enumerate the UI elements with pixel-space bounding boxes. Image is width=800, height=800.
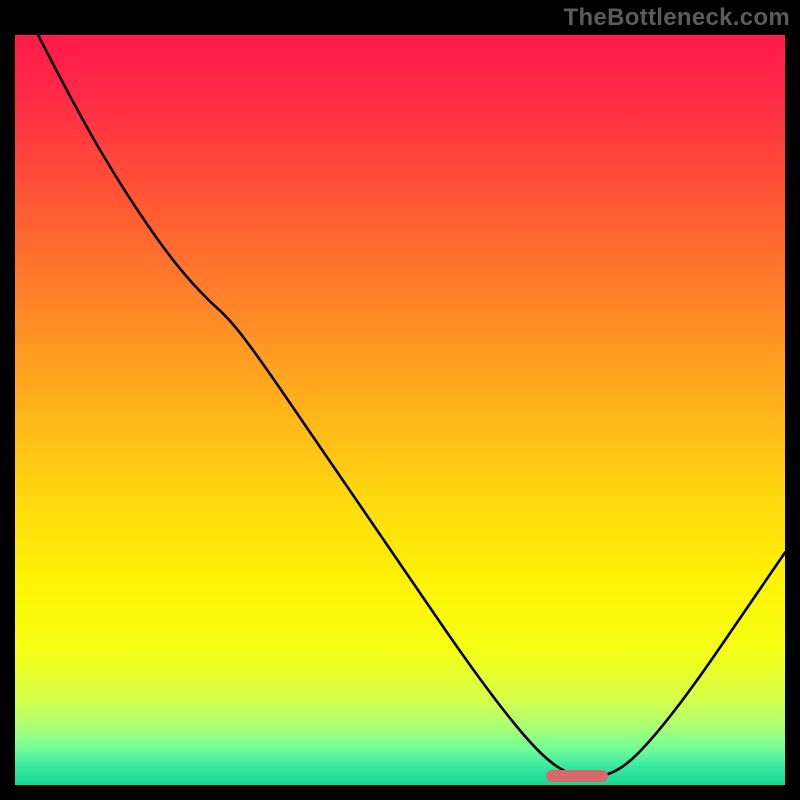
chart-container: TheBottleneck.com bbox=[0, 0, 800, 800]
curve-layer bbox=[15, 35, 785, 785]
plot-area bbox=[15, 35, 785, 785]
bottleneck-curve bbox=[38, 35, 785, 777]
watermark-text: TheBottleneck.com bbox=[564, 4, 790, 32]
optimal-range-marker bbox=[546, 770, 608, 782]
